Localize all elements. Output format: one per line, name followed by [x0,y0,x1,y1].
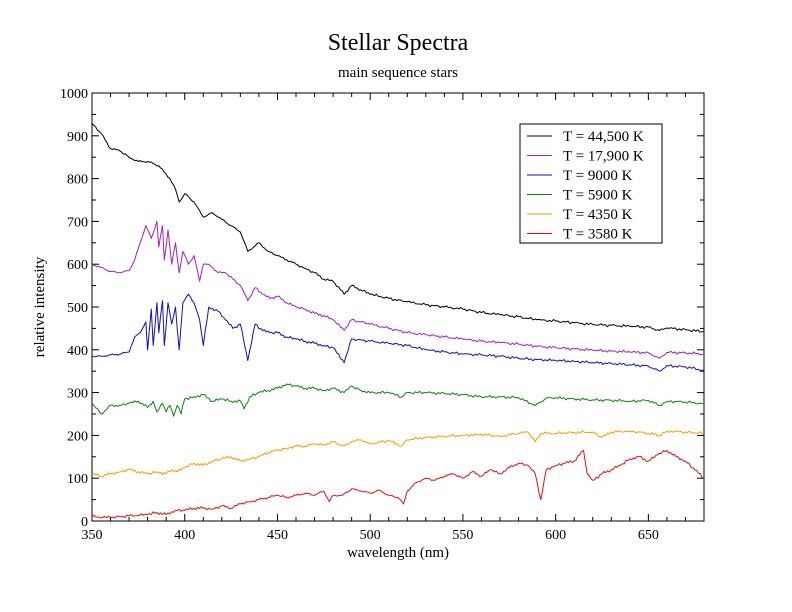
x-tick-label: 500 [360,528,381,543]
chart-title: Stellar Spectra [328,30,469,56]
series-line [91,293,705,372]
series-line [91,449,705,519]
x-tick-label: 350 [82,528,103,543]
y-tick-label: 200 [67,429,88,444]
legend-label: T = 3580 K [563,227,633,243]
series-line [91,122,705,333]
legend-box [519,123,663,244]
x-axis-label: wavelength (nm) [347,545,449,561]
x-tick-label: 550 [452,528,473,543]
axis-ticks: 350 400 450 500 550 600 650 0 100 200 300 400 500 600… [60,87,705,543]
chart-subtitle: main sequence stars [338,65,458,81]
series-line [91,220,705,359]
legend: T = 44,500 K T = 17,900 K T = 9000 K T = 59… [519,123,663,244]
legend-label: T = 5900 K [563,188,633,204]
y-tick-label: 400 [67,344,88,359]
legend-label: T = 9000 K [563,168,633,184]
legend-label: T = 4350 K [563,207,633,223]
y-tick-label: 700 [67,215,88,230]
y-tick-label: 300 [67,387,88,402]
legend-label: T = 17,900 K [563,149,644,165]
legend-label: T = 44,500 K [563,129,644,145]
series-line [91,430,705,478]
y-tick-label: 500 [67,301,88,316]
x-tick-label: 650 [638,528,659,543]
x-tick-label: 450 [267,528,288,543]
y-tick-label: 0 [81,515,88,530]
y-tick-label: 900 [67,130,88,145]
y-tick-label: 800 [67,173,88,188]
x-tick-label: 400 [174,528,195,543]
x-tick-label: 600 [545,528,566,543]
series-lines [91,122,705,519]
y-tick-label: 600 [67,258,88,273]
y-tick-label: 1000 [60,87,88,102]
y-axis-label: relative intensity [32,256,48,357]
y-tick-label: 100 [67,472,88,487]
series-line [91,383,705,417]
